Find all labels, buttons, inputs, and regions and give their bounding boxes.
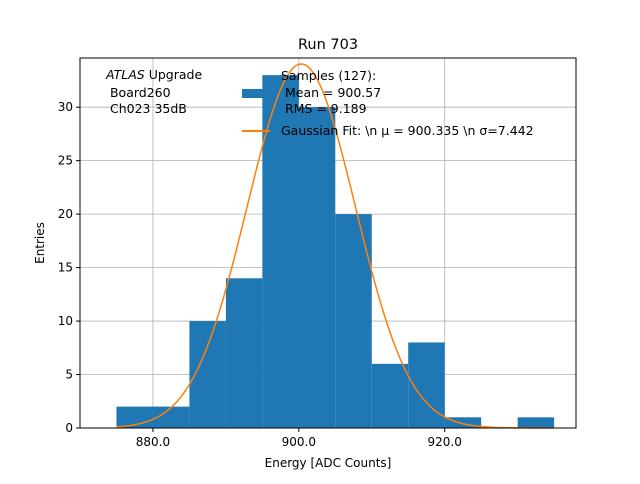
- histogram-bar-1: [152, 406, 190, 428]
- histogram-bar-4: [262, 75, 299, 428]
- x-tick-label-0: 880.0: [136, 435, 170, 449]
- annotation-line-1: ATLAS Upgrade: [105, 67, 202, 82]
- x-tick-label-2: 920.0: [428, 435, 462, 449]
- x-axis-ticks: 880.0 900.0 920.0: [136, 428, 462, 449]
- y-axis-label: Entries: [33, 222, 47, 264]
- histogram-bar-5: [298, 107, 336, 429]
- y-tick-label-2: 10: [58, 314, 73, 328]
- histogram-bar-11: [517, 417, 555, 428]
- legend-rms-line: RMS = 9.189: [281, 101, 367, 116]
- legend-histogram-swatch: [242, 89, 270, 98]
- y-tick-label-0: 0: [65, 421, 73, 435]
- y-tick-label-1: 5: [65, 368, 73, 382]
- y-axis-ticks: 0 5 10 15 20 25 30: [58, 100, 80, 435]
- histogram-bar-3: [225, 278, 263, 428]
- plot-frame: [79, 57, 577, 429]
- x-tick-label-1: 900.0: [282, 435, 316, 449]
- y-tick-label-5: 25: [58, 154, 73, 168]
- legend-fit-label: Gaussian Fit: \n μ = 900.335 \n σ=7.442: [281, 123, 534, 138]
- atlas-upgrade: Upgrade: [145, 67, 203, 82]
- legend-mean-line: Mean = 900.57: [281, 85, 381, 100]
- histogram-bar-7: [371, 363, 409, 428]
- chart-title: Run 703: [298, 37, 358, 53]
- gaussian-fit-curve: [116, 63, 555, 429]
- histogram-bar-6: [335, 214, 372, 428]
- y-tick-label-3: 15: [58, 261, 73, 275]
- annotation-line-3: Ch023 35dB: [106, 101, 187, 116]
- y-tick-label-4: 20: [58, 207, 73, 221]
- histogram-bar-9: [444, 417, 482, 428]
- x-axis-label: Energy [ADC Counts]: [265, 456, 392, 470]
- annotation-line-2: Board260: [106, 85, 171, 100]
- y-tick-label-6: 30: [58, 100, 73, 114]
- legend-samples-line: Samples (127):: [281, 68, 376, 83]
- atlas-italic: ATLAS: [105, 67, 145, 82]
- legend: Samples (127): Mean = 900.57 RMS = 9.189…: [242, 68, 534, 138]
- atlas-annotation: ATLAS Upgrade Board260 Ch023 35dB: [105, 67, 202, 116]
